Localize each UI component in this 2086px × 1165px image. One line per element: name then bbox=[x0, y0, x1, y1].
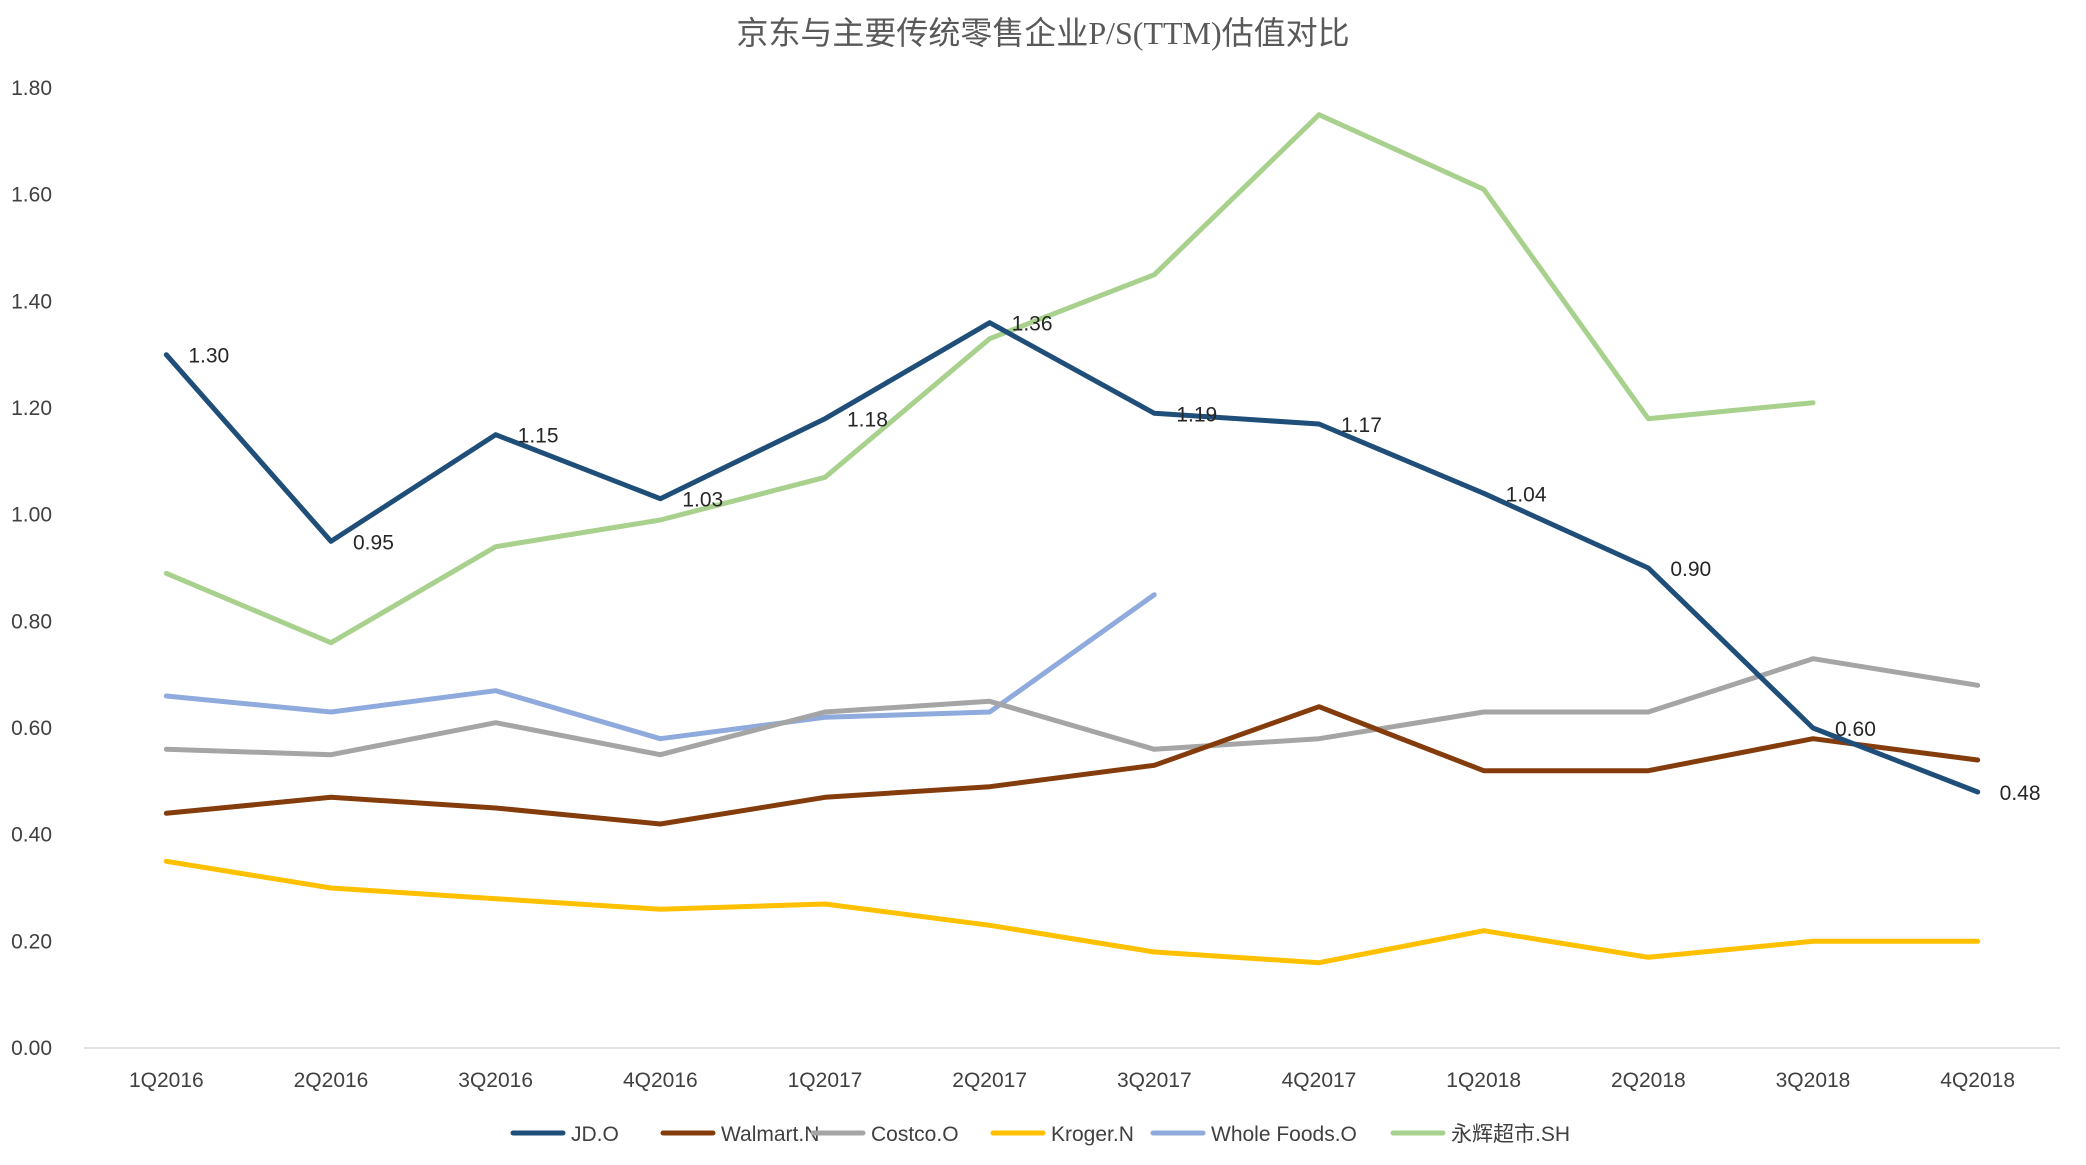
series-kroger-n bbox=[163, 858, 1981, 966]
legend-label: Kroger.N bbox=[1051, 1123, 1134, 1146]
x-tick-label: 1Q2018 bbox=[1446, 1069, 1521, 1092]
y-axis: 0.00 0.20 0.40 0.60 0.80 1.00 1.20 1.40 1.60 1.80 bbox=[11, 77, 52, 1060]
x-tick-label: 3Q2018 bbox=[1776, 1069, 1851, 1092]
legend-item: Kroger.N bbox=[990, 1123, 1134, 1146]
y-tick-label: 0.20 bbox=[11, 930, 52, 953]
data-label: 0.60 bbox=[1835, 718, 1876, 741]
data-label: 1.17 bbox=[1341, 414, 1382, 437]
x-tick-label: 2Q2016 bbox=[294, 1069, 369, 1092]
series-whole-foods-o bbox=[163, 592, 1157, 742]
y-tick-label: 1.20 bbox=[11, 397, 52, 420]
data-label: 1.15 bbox=[518, 425, 559, 448]
x-tick-label: 3Q2017 bbox=[1117, 1069, 1192, 1092]
x-tick-label: 2Q2018 bbox=[1611, 1069, 1686, 1092]
data-label: 0.48 bbox=[2000, 782, 2041, 805]
series-line bbox=[163, 592, 1157, 742]
series-costco-o bbox=[163, 656, 1981, 758]
legend: JD.O Walmart.N Costco.O Kroger.N Whole Foods… bbox=[510, 1123, 1570, 1146]
x-tick-label: 4Q2016 bbox=[623, 1069, 698, 1092]
legend-item: Walmart.N bbox=[660, 1123, 819, 1146]
x-tick-label: 1Q2016 bbox=[129, 1069, 204, 1092]
series-line bbox=[163, 320, 1981, 795]
y-tick-label: 0.60 bbox=[11, 717, 52, 740]
legend-label: 永辉超市.SH bbox=[1451, 1123, 1570, 1146]
legend-label: Costco.O bbox=[871, 1123, 959, 1146]
legend-item: JD.O bbox=[510, 1123, 619, 1146]
legend-label: Whole Foods.O bbox=[1211, 1123, 1357, 1146]
x-tick-label: 4Q2017 bbox=[1282, 1069, 1357, 1092]
x-tick-label: 4Q2018 bbox=[1940, 1069, 2015, 1092]
series-line bbox=[163, 704, 1981, 827]
y-tick-label: 0.00 bbox=[11, 1037, 52, 1060]
series-walmart-n bbox=[163, 704, 1981, 827]
series-line bbox=[163, 656, 1981, 758]
data-label: 1.19 bbox=[1176, 403, 1217, 426]
series--sh bbox=[163, 112, 1816, 646]
data-labels: 1.30 0.95 1.15 1.03 1.18 1.36 1.19 1.17 1.04 0.90… bbox=[188, 313, 2040, 805]
data-label: 0.90 bbox=[1670, 558, 1711, 581]
data-label: 1.04 bbox=[1506, 483, 1547, 506]
legend-label: JD.O bbox=[571, 1123, 619, 1146]
legend-item: 永辉超市.SH bbox=[1390, 1123, 1570, 1146]
x-axis: 1Q2016 2Q2016 3Q2016 4Q2016 1Q2017 2Q2017 3Q20… bbox=[84, 1047, 2060, 1092]
legend-item: Costco.O bbox=[810, 1123, 959, 1146]
y-tick-label: 0.80 bbox=[11, 610, 52, 633]
data-label: 1.03 bbox=[682, 489, 723, 512]
series-line bbox=[163, 112, 1816, 646]
x-tick-label: 3Q2016 bbox=[458, 1069, 533, 1092]
x-tick-label: 1Q2017 bbox=[788, 1069, 863, 1092]
series-jd-o bbox=[163, 320, 1981, 795]
y-tick-label: 1.00 bbox=[11, 504, 52, 527]
y-tick-label: 1.60 bbox=[11, 184, 52, 207]
data-label: 0.95 bbox=[353, 531, 394, 554]
x-tick-label: 2Q2017 bbox=[952, 1069, 1027, 1092]
series-line bbox=[163, 858, 1981, 966]
legend-label: Walmart.N bbox=[721, 1123, 819, 1146]
data-label: 1.18 bbox=[847, 409, 888, 432]
chart-title: 京东与主要传统零售企业P/S(TTM)估值对比 bbox=[736, 15, 1349, 51]
y-tick-label: 1.40 bbox=[11, 290, 52, 313]
data-label: 1.30 bbox=[188, 345, 229, 368]
y-tick-label: 1.80 bbox=[11, 77, 52, 100]
y-tick-label: 0.40 bbox=[11, 824, 52, 847]
data-label: 1.36 bbox=[1012, 313, 1053, 336]
series-layer bbox=[163, 112, 1981, 966]
legend-item: Whole Foods.O bbox=[1150, 1123, 1357, 1146]
